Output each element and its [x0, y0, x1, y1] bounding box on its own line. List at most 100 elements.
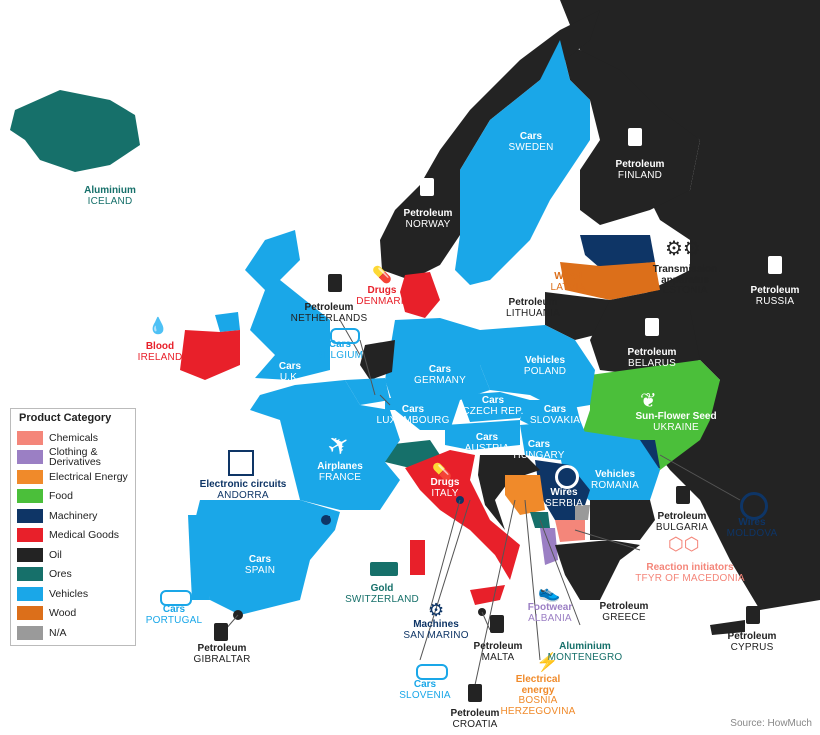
label-belgium[interactable]: Cars BELGIUM	[316, 339, 364, 361]
dot-andorra[interactable]	[321, 515, 331, 525]
region-macedonia[interactable]	[555, 520, 585, 542]
label-germany[interactable]: Cars GERMANY	[414, 364, 466, 386]
blood-drop-icon: 💧	[148, 318, 168, 335]
label-romania[interactable]: Vehicles ROMANIA	[591, 469, 639, 491]
country-name: NETHERLANDS	[290, 312, 368, 324]
product-name: Cars	[413, 679, 437, 690]
region-belgium[interactable]	[345, 378, 390, 405]
label-switzerland[interactable]: Gold SWITZERLAND	[345, 583, 419, 605]
region-bulgaria[interactable]	[590, 500, 655, 540]
region-poland[interactable]	[480, 325, 595, 410]
region-czech[interactable]	[460, 392, 530, 422]
label-austria[interactable]: Cars AUSTRIA	[464, 432, 510, 454]
region-netherlands[interactable]	[360, 340, 395, 380]
region-portugal[interactable]	[188, 515, 210, 600]
label-luxembourg[interactable]: Cars LUXEMBOURG	[376, 404, 449, 426]
region-sicily[interactable]	[470, 585, 505, 605]
region-uk[interactable]	[245, 230, 330, 380]
label-spain[interactable]: Cars SPAIN	[245, 554, 275, 576]
label-sweden[interactable]: Cars SWEDEN	[508, 131, 553, 153]
country-name: BELGIUM	[316, 349, 364, 361]
label-gibraltar[interactable]: Petroleum GIBRALTAR	[194, 643, 251, 665]
region-cyprus[interactable]	[710, 620, 745, 635]
car-icon	[416, 664, 448, 680]
region-sweden[interactable]	[455, 40, 590, 285]
label-belarus[interactable]: Petroleum BELARUS	[628, 347, 677, 369]
region-iceland[interactable]	[10, 90, 140, 172]
product-name: Cars	[162, 604, 186, 615]
label-italy[interactable]: Drugs ITALY	[431, 477, 460, 499]
label-bulgaria[interactable]: Petroleum BULGARIA	[656, 511, 708, 533]
region-luxembourg[interactable]	[385, 398, 395, 410]
label-poland[interactable]: Vehicles POLAND	[524, 355, 566, 377]
region-northern-ireland[interactable]	[215, 312, 240, 332]
product-name: Petroleum	[599, 601, 649, 612]
product-name: Cars	[519, 131, 543, 142]
label-russia[interactable]: Petroleum RUSSIA	[750, 285, 800, 307]
region-estonia[interactable]	[580, 235, 655, 268]
product-name: Wires	[738, 517, 766, 528]
region-bosnia[interactable]	[505, 475, 545, 515]
label-hungary[interactable]: Cars HUNGARY	[513, 439, 564, 461]
shoe-icon: 👟	[538, 582, 561, 602]
label-ukraine[interactable]: Sun-Flower Seed UKRAINE	[635, 411, 716, 433]
product-name: Petroleum	[615, 159, 665, 170]
label-czech[interactable]: Cars CZECH REP.	[462, 395, 523, 417]
country-name: GREECE	[602, 611, 646, 623]
label-malta[interactable]: Petroleum MALTA	[474, 641, 523, 663]
country-name: GERMANY	[414, 374, 466, 386]
country-name: AUSTRIA	[464, 442, 510, 454]
country-name: LITHUANIA	[505, 307, 561, 319]
legend-swatch	[17, 586, 43, 601]
label-portugal[interactable]: Cars PORTUGAL	[146, 604, 202, 626]
legend-swatch	[17, 430, 43, 445]
label-albania[interactable]: Footwear ALBANIA	[528, 602, 572, 624]
label-finland[interactable]: Petroleum FINLAND	[615, 159, 665, 181]
product-name: Petroleum	[750, 285, 800, 296]
region-ireland[interactable]	[180, 330, 240, 380]
machine-icon: ⚙	[428, 600, 445, 620]
label-latvia[interactable]: Wood LATVIA	[551, 271, 586, 293]
label-andorra[interactable]: Electronic circuits ANDORRA	[200, 479, 287, 501]
label-bosnia[interactable]: Electrical energy BOSNIA HERZEGOVINA	[498, 674, 578, 717]
label-montenegro[interactable]: Aluminium MONTENEGRO	[548, 641, 623, 663]
label-greece[interactable]: Petroleum GREECE	[599, 601, 649, 623]
region-sardinia[interactable]	[410, 540, 425, 575]
legend-item: Wood	[11, 604, 135, 624]
legend-title: Product Category	[19, 412, 112, 424]
region-france[interactable]	[250, 380, 400, 510]
label-croatia[interactable]: Petroleum CROATIA	[451, 708, 500, 730]
region-denmark[interactable]	[400, 272, 440, 318]
region-germany[interactable]	[385, 318, 490, 430]
label-estonia[interactable]: Transmission apparatus ESTONIA	[645, 264, 725, 297]
region-russia[interactable]	[560, 0, 820, 610]
label-macedonia[interactable]: Reaction initiators TFYR OF MACEDONIA	[635, 562, 745, 584]
label-norway[interactable]: Petroleum NORWAY	[404, 208, 453, 230]
region-austria[interactable]	[445, 420, 520, 450]
region-kosovo[interactable]	[575, 505, 590, 520]
legend-item: Clothing & Derivatives	[11, 447, 135, 468]
label-france[interactable]: Airplanes FRANCE	[317, 461, 363, 483]
region-greece[interactable]	[555, 540, 640, 600]
label-uk[interactable]: Cars U.K.	[279, 361, 301, 383]
label-cyprus[interactable]: Petroleum CYPRUS	[728, 631, 777, 653]
region-spain[interactable]	[195, 500, 340, 615]
region-croatia[interactable]	[478, 455, 540, 530]
product-name: Blood	[145, 341, 175, 352]
region-latvia[interactable]	[560, 262, 660, 300]
label-iceland[interactable]: Aluminium ICELAND	[84, 185, 136, 207]
label-moldova[interactable]: Wires MOLDOVA	[727, 517, 778, 539]
label-ireland[interactable]: Blood IRELAND	[138, 341, 183, 363]
label-netherlands[interactable]: Petroleum NETHERLANDS	[290, 302, 368, 324]
legend: Product Category Chemicals Clothing & Der…	[10, 408, 136, 646]
label-lithuania[interactable]: Petroleum LITHUANIA	[505, 297, 561, 319]
label-san-marino[interactable]: Machines SAN MARINO	[403, 619, 468, 641]
region-switzerland[interactable]	[385, 440, 440, 468]
region-italy[interactable]	[405, 450, 520, 580]
label-serbia[interactable]: Wires SERBIA	[545, 487, 583, 509]
label-slovenia[interactable]: Cars SLOVENIA	[399, 679, 451, 701]
legend-swatch	[17, 450, 43, 465]
label-denmark[interactable]: Drugs DENMARK	[356, 285, 407, 307]
label-slovakia[interactable]: Cars SLOVAKIA	[530, 404, 580, 426]
region-norway[interactable]	[380, 10, 600, 280]
